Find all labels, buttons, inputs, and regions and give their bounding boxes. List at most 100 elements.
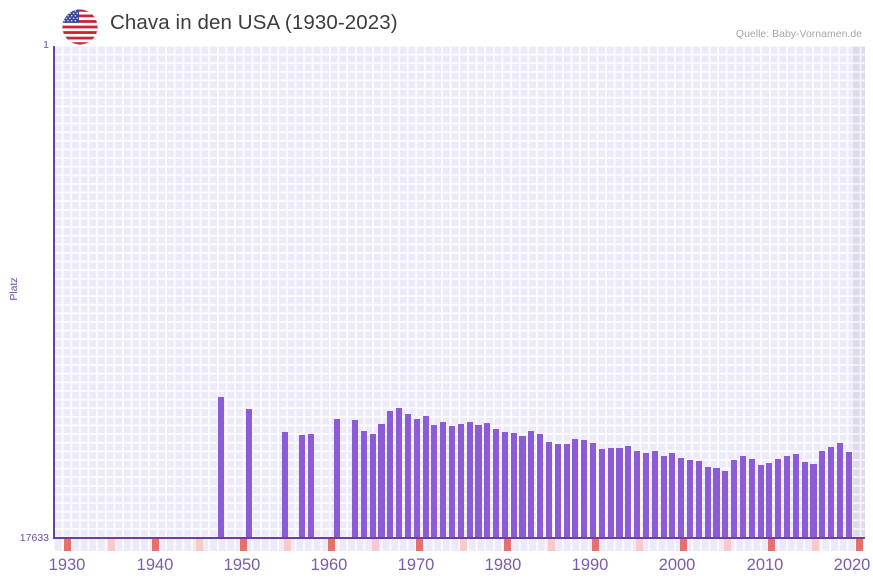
bar-2020[interactable] — [828, 447, 835, 538]
no-data-region — [851, 46, 865, 538]
bar-1985[interactable] — [519, 436, 526, 538]
x-tick-mark-1945 — [195, 539, 203, 551]
bar-2009[interactable] — [731, 460, 738, 538]
bar-1958[interactable] — [281, 432, 288, 538]
x-tick-mark-1930 — [63, 539, 71, 551]
bar-1974[interactable] — [422, 416, 429, 538]
bar-2016[interactable] — [792, 454, 799, 538]
bar-2013[interactable] — [766, 463, 773, 538]
y-axis-line — [53, 46, 55, 538]
x-tick-mark-1970 — [415, 539, 423, 551]
bar-2006[interactable] — [704, 467, 711, 538]
bar-2000[interactable] — [651, 451, 658, 538]
bar-2003[interactable] — [678, 458, 685, 538]
bar-1982[interactable] — [493, 428, 500, 538]
bar-2008[interactable] — [722, 471, 729, 538]
chart-header: Chava in den USA (1930-2023) Quelle: Bab… — [0, 0, 873, 46]
x-tick-mark-1975 — [459, 539, 467, 551]
bar-1973[interactable] — [413, 418, 420, 538]
bar-2012[interactable] — [757, 465, 764, 538]
bar-1976[interactable] — [440, 422, 447, 538]
y-axis-title: Platz — [8, 277, 20, 301]
x-axis-label-2020: 2020 — [833, 556, 871, 574]
x-tick-mark-1960 — [327, 539, 335, 551]
bar-1961[interactable] — [308, 434, 315, 538]
x-axis-label-1980: 1980 — [484, 556, 522, 574]
x-axis-label-2010: 2010 — [746, 556, 784, 574]
bar-1969[interactable] — [378, 424, 385, 538]
bar-1949[interactable] — [217, 397, 224, 538]
bar-2018[interactable] — [810, 464, 817, 538]
x-tick-mark-2020 — [855, 539, 863, 551]
bar-1987[interactable] — [537, 434, 544, 538]
bar-2021[interactable] — [836, 443, 843, 538]
bar-1970[interactable] — [387, 411, 394, 538]
bar-1992[interactable] — [581, 440, 588, 538]
bar-1966[interactable] — [351, 420, 359, 538]
bar-1995[interactable] — [607, 448, 614, 538]
bar-1998[interactable] — [634, 451, 641, 538]
bar-1967[interactable] — [360, 430, 367, 538]
bar-1988[interactable] — [545, 442, 553, 538]
x-tick-mark-1955 — [283, 539, 291, 551]
bar-1971[interactable] — [396, 407, 403, 538]
us-flag-icon — [62, 9, 98, 45]
y-axis-min-label: 17633 — [19, 532, 49, 544]
bar-1983[interactable] — [501, 432, 508, 538]
x-axis-line — [53, 537, 865, 539]
source-note: Quelle: Baby-Vornamen.de — [735, 28, 862, 40]
x-axis-label-1970: 1970 — [397, 556, 435, 574]
bar-1953[interactable] — [246, 408, 253, 538]
y-axis-max-label: 1 — [43, 39, 49, 51]
x-tick-mark-1980 — [503, 539, 511, 551]
bar-1997[interactable] — [625, 446, 632, 538]
x-tick-mark-2015 — [811, 539, 819, 551]
bar-2005[interactable] — [695, 461, 702, 538]
x-axis-label-2000: 2000 — [658, 556, 696, 574]
bar-1975[interactable] — [431, 425, 438, 538]
bar-2022[interactable] — [845, 452, 852, 538]
bar-2010[interactable] — [739, 456, 747, 538]
bar-2004[interactable] — [687, 460, 694, 538]
bar-1964[interactable] — [334, 418, 341, 538]
bar-1980[interactable] — [475, 425, 482, 538]
bar-1996[interactable] — [616, 448, 623, 538]
bar-2015[interactable] — [783, 456, 791, 538]
bar-1977[interactable] — [448, 426, 456, 538]
bar-2002[interactable] — [669, 453, 676, 538]
x-axis-label-1960: 1960 — [310, 556, 348, 574]
bar-1972[interactable] — [404, 413, 411, 538]
bar-1960[interactable] — [299, 435, 306, 538]
x-axis-label-1990: 1990 — [571, 556, 609, 574]
x-tick-mark-2005 — [723, 539, 731, 551]
page-title: Chava in den USA (1930-2023) — [110, 11, 398, 34]
bar-2019[interactable] — [819, 451, 826, 538]
x-axis-tick-strip — [54, 539, 865, 551]
bar-1981[interactable] — [484, 423, 491, 538]
bar-1990[interactable] — [563, 444, 570, 538]
x-tick-mark-1990 — [591, 539, 599, 551]
x-tick-mark-1950 — [239, 539, 247, 551]
bar-1984[interactable] — [510, 433, 517, 538]
bar-1989[interactable] — [554, 444, 561, 538]
bar-1991[interactable] — [572, 439, 579, 538]
bar-2014[interactable] — [775, 459, 782, 538]
bar-1968[interactable] — [369, 433, 376, 538]
bar-1979[interactable] — [466, 422, 473, 538]
bar-2001[interactable] — [660, 456, 667, 538]
bar-1994[interactable] — [598, 449, 605, 538]
bar-1986[interactable] — [528, 431, 535, 538]
x-tick-mark-1935 — [107, 539, 115, 551]
x-tick-mark-2010 — [767, 539, 775, 551]
x-axis-label-1930: 1930 — [48, 556, 86, 574]
bar-2007[interactable] — [713, 468, 720, 538]
x-axis-label-1940: 1940 — [136, 556, 174, 574]
bar-2017[interactable] — [801, 462, 808, 538]
x-tick-mark-1995 — [635, 539, 643, 551]
bar-1978[interactable] — [457, 424, 464, 538]
bar-1999[interactable] — [642, 453, 650, 538]
bar-2011[interactable] — [748, 459, 755, 538]
bar-1993[interactable] — [590, 443, 597, 538]
x-tick-mark-2000 — [679, 539, 687, 551]
